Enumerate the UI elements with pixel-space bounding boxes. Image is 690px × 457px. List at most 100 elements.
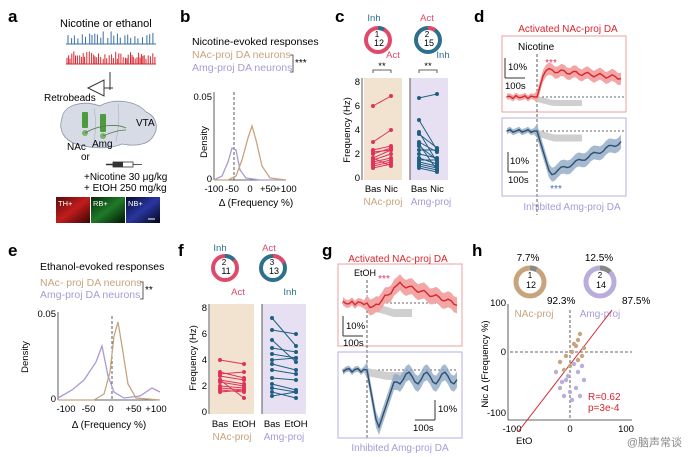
ytick-e-0: 0: [51, 394, 56, 405]
watermark: @脑声常谈: [627, 435, 682, 449]
ytick-label: 2: [202, 381, 207, 392]
ytick-label: 0: [202, 407, 207, 418]
ring-f-amg-a: 3: [270, 258, 275, 267]
panel-a: a Nicotine or ethanol Retrobeads: [8, 7, 167, 223]
panel-c-label: c: [335, 7, 344, 26]
micrograph-th-label: TH+: [58, 199, 73, 208]
paired-line: [218, 378, 246, 400]
ytick-label: 4: [355, 125, 360, 136]
amg-label: Amg: [92, 139, 113, 150]
paired-line: [270, 346, 298, 354]
ring-c-amg-top: Act: [420, 13, 434, 24]
paired-line: [371, 156, 393, 168]
paired-line: [371, 128, 393, 144]
paired-line: [270, 328, 298, 336]
scatter-point-amg: [573, 385, 579, 391]
g-drug: EtOH: [354, 268, 376, 278]
xtick-label: 0: [108, 404, 113, 415]
ylabel-b: Density: [199, 126, 210, 158]
ytick-label: 0: [355, 173, 360, 184]
ytick-label: 6: [355, 101, 360, 112]
paired-line: [417, 132, 439, 150]
panel-a-label: a: [8, 7, 18, 26]
ylabel-e: Density: [20, 341, 31, 373]
ytick-label: 6: [202, 329, 207, 340]
curve-e-nac: [58, 321, 161, 401]
scatter-point-amg: [561, 393, 567, 399]
ytick-e-005: 0.05: [38, 309, 57, 320]
dose-ethanol: + EtOH 250 mg/kg: [84, 183, 167, 194]
h-nac-pct-top: 7.7%: [517, 253, 540, 264]
vta-label: VTA: [136, 118, 155, 129]
d-sig-bot: ***: [550, 184, 562, 195]
d-scale-x-bot: 100s: [508, 175, 529, 186]
sig-b: ***: [295, 58, 307, 69]
d-scale-y-bot: 10%: [510, 156, 530, 167]
xtick-c-nic-r: Nic: [430, 184, 444, 195]
scatter-point-nac: [581, 345, 587, 351]
electrode-icon: [86, 72, 113, 97]
paired-line: [417, 144, 439, 162]
panel-f: f Inh 2 11 Act Act 3 13 Inh Frequency (H…: [178, 241, 308, 443]
scatter-point-nac: [573, 343, 579, 349]
ylabel-c: Frequency (Hz): [342, 97, 353, 162]
panel-g: g Activated NAc-proj DA EtOH *** 10% 100…: [322, 241, 463, 454]
ring-f-amg-b: 13: [269, 266, 279, 276]
ring-h-nac: 1 12: [513, 265, 547, 299]
panel-d-label: d: [474, 7, 484, 26]
scatter-point-amg: [559, 379, 565, 385]
curve-e-amg: [57, 343, 161, 399]
xtick-f-etoh-r: EtOH: [284, 419, 307, 430]
ring-f-nac-top: Inh: [213, 243, 226, 254]
scatter-point-nac: [575, 357, 581, 363]
ring-h-nac-a: 1: [528, 271, 533, 280]
xtick-label: -50: [82, 404, 96, 415]
g-sig-top: ***: [378, 274, 390, 285]
retrobeads-label: Retrobeads: [44, 93, 96, 104]
h-xtick-neg100: -100: [502, 424, 521, 435]
nac-label: NAc: [67, 142, 86, 153]
curve-b-amg: [213, 147, 286, 181]
ring-c-amg-b: 15: [424, 38, 434, 48]
scatter-point-amg: [581, 377, 587, 383]
ytick-label: 8: [355, 77, 360, 88]
bg-c-nac: [364, 78, 402, 180]
ring-f-nac-b: 11: [221, 266, 230, 276]
scatter-point-nac: [577, 331, 583, 337]
ring-c-nac-b: 12: [374, 38, 384, 48]
d-top-title: Activated NAc-proj DA: [518, 24, 618, 35]
ring-h-amg-b: 14: [596, 280, 606, 290]
scatter-point-amg: [569, 397, 575, 403]
h-stat-r: R=0.62: [588, 392, 621, 403]
d-bottom-title: Inhibited Amg-proj DA: [523, 202, 621, 213]
ring-f-nac: Inh 2 11 Act: [211, 243, 245, 298]
d-sig-top: ***: [545, 58, 557, 69]
scatter-point-nac: [575, 337, 581, 343]
brain-diagram: [60, 100, 157, 149]
paired-line: [218, 388, 246, 394]
scatter-point-amg: [565, 373, 571, 379]
ytick-label: 2: [355, 149, 360, 160]
bg-f-nac: [210, 304, 254, 414]
paired-line: [270, 338, 298, 364]
g-bottom-title: Inhibited Amg-proj DA: [351, 443, 449, 454]
panel-e-label: e: [8, 241, 17, 260]
g-scale-x-top: 100s: [343, 338, 364, 349]
micrograph-nb: NB+: [126, 197, 160, 223]
xlabel-e: Δ (Frequency %): [72, 420, 146, 431]
xtick-f-bas-r: Bas: [264, 419, 281, 430]
h-ytick-0: 0: [501, 347, 506, 358]
curve-b-nac: [214, 123, 287, 181]
xtick-label: +50: [125, 404, 141, 415]
panel-h-label: h: [472, 241, 482, 260]
legend-b-nac: NAc-proj DA neurons: [192, 49, 291, 61]
legend-b-amg: Amg-proj DA neurons: [192, 62, 292, 74]
xtick-label: 0: [247, 184, 252, 195]
ring-c-amg: Act 2 15 Inh: [414, 13, 450, 61]
ytick-label: 4: [202, 355, 207, 366]
g-scale-y-top: 10%: [346, 321, 366, 332]
bg-c-amg: [410, 78, 448, 180]
paired-line: [218, 358, 246, 366]
sig-c-right: **: [424, 61, 432, 72]
legend-e-amg: Amg-proj DA neurons: [40, 289, 140, 301]
